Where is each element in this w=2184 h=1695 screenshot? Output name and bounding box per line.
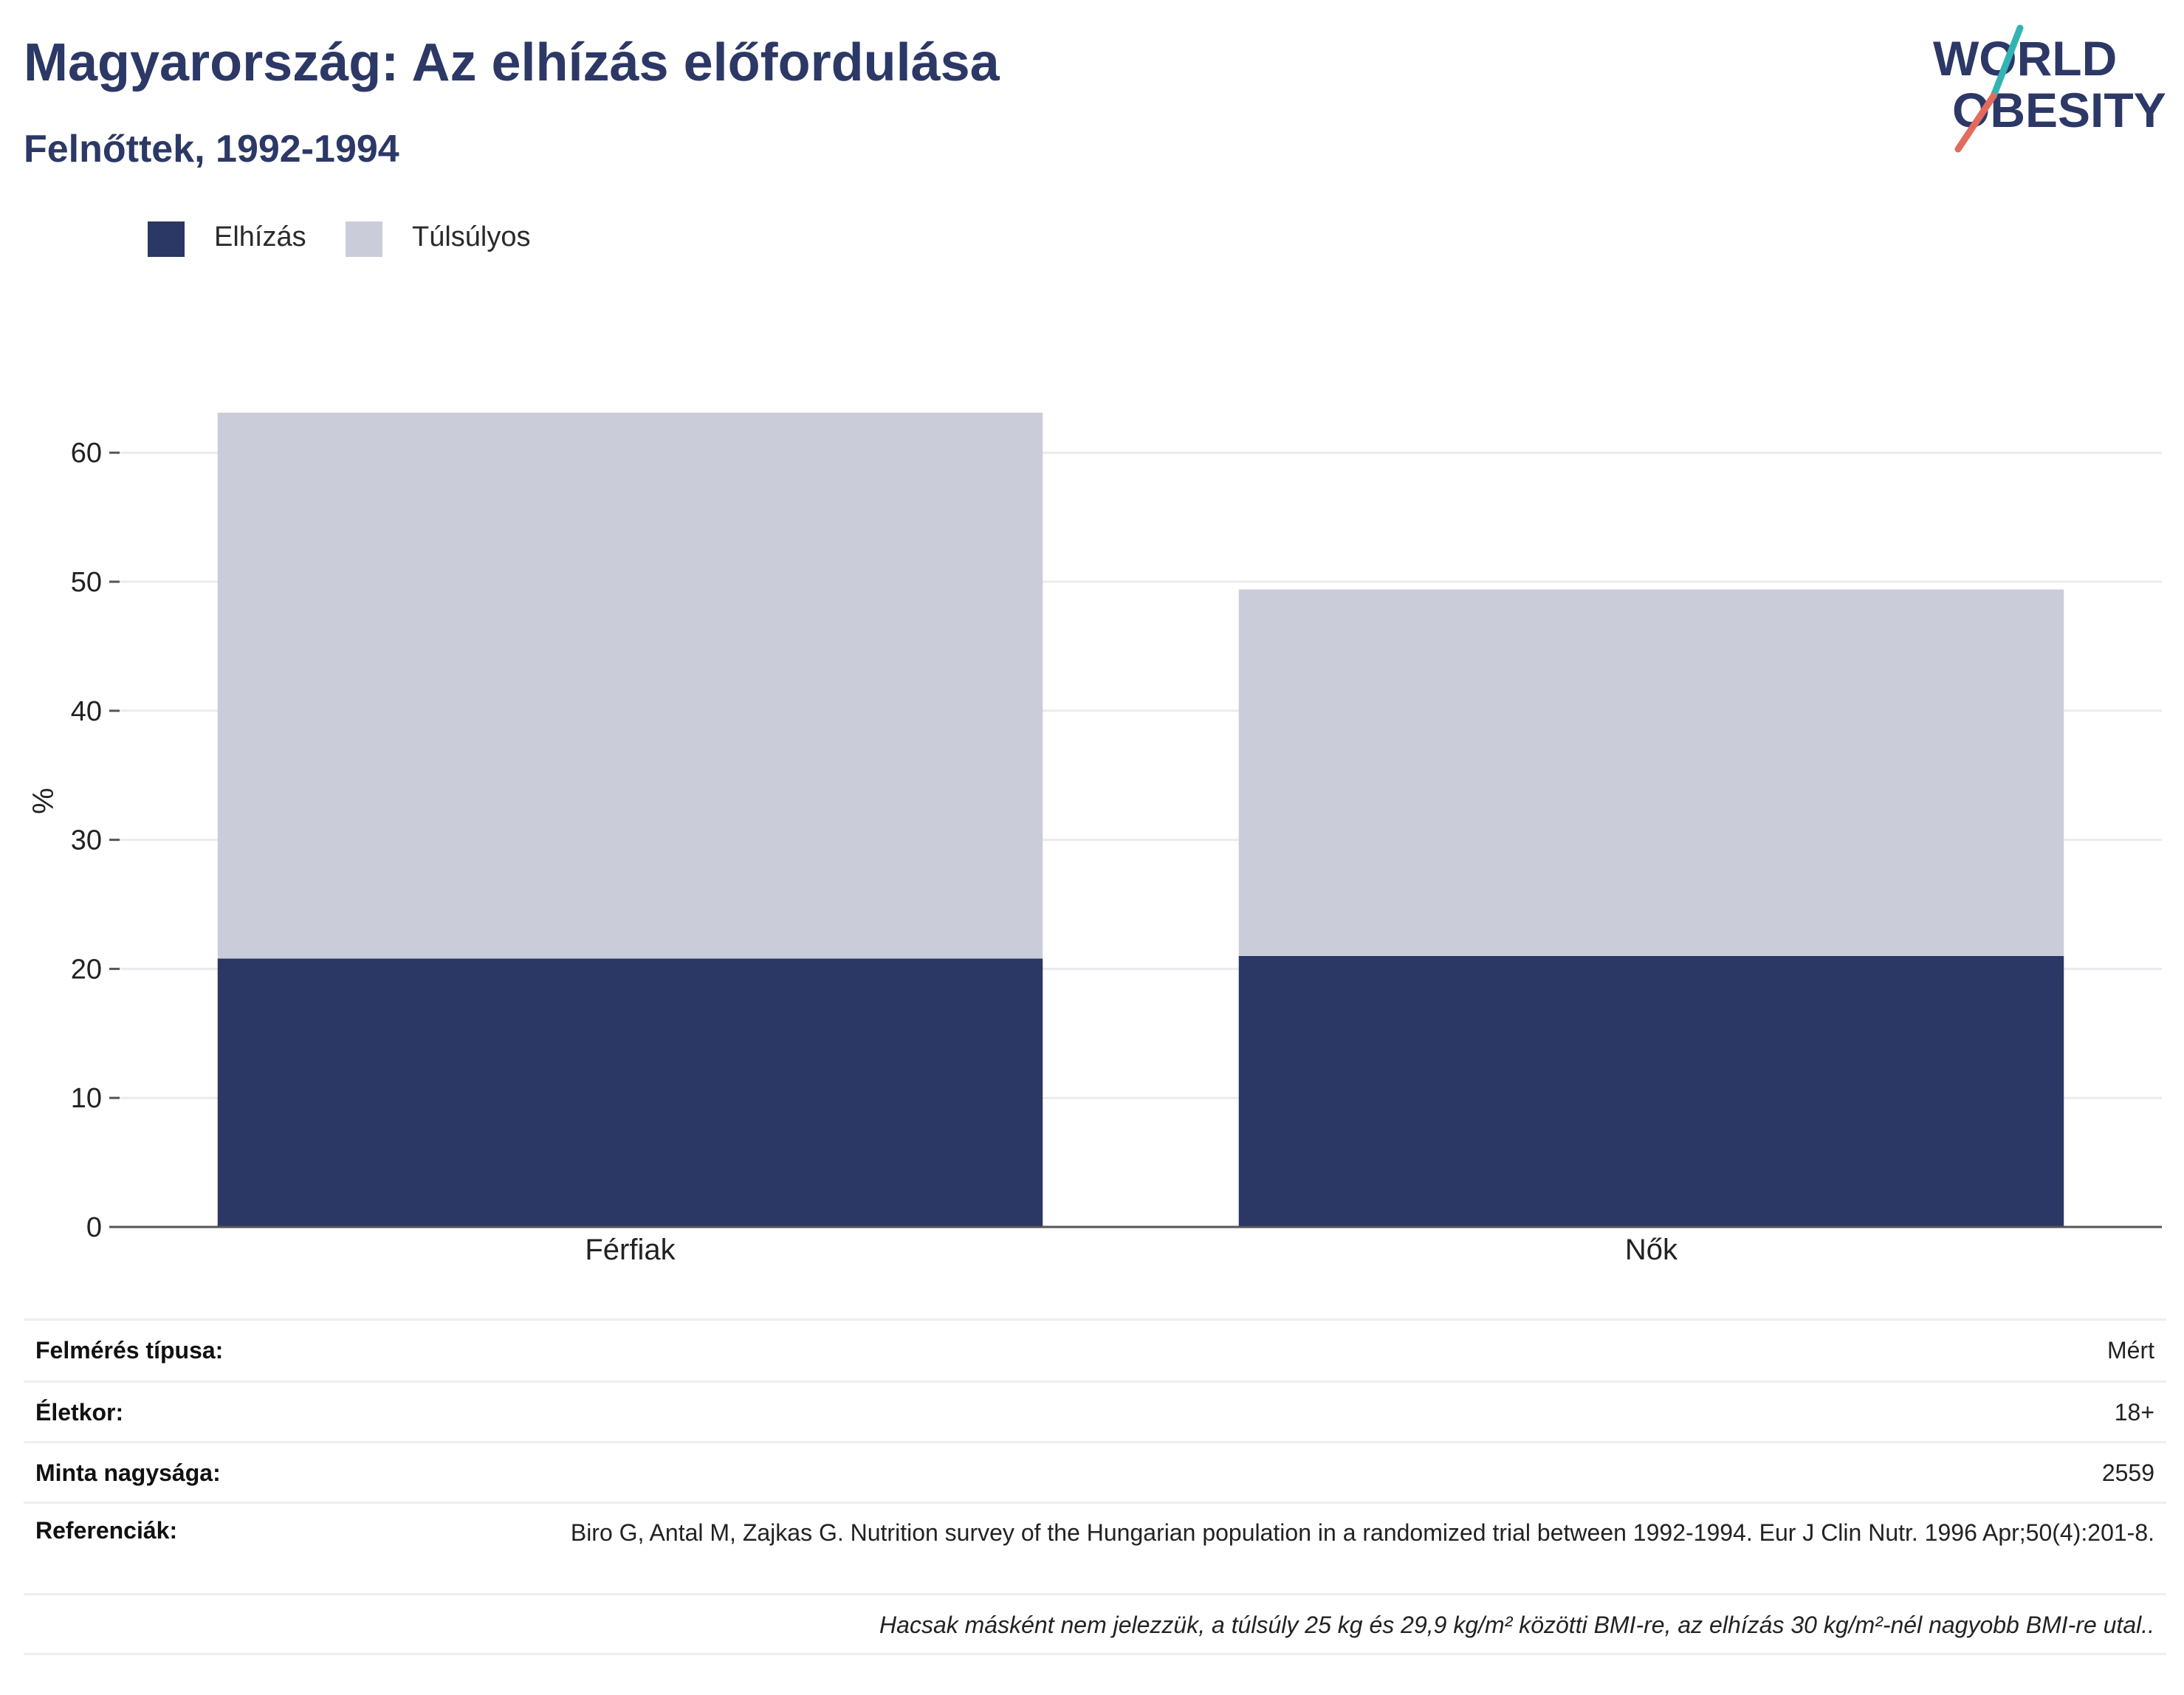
bar-elhizas-1[interactable] bbox=[1238, 955, 2064, 1227]
references-label: Referenciák: bbox=[35, 1517, 178, 1544]
y-tick-label: 40 bbox=[71, 696, 102, 727]
legend-label-overweight: Túlsúlyos bbox=[412, 221, 531, 252]
references-value: Biro G, Antal M, Zajkas G. Nutrition sur… bbox=[570, 1519, 2154, 1546]
y-tick-label: 60 bbox=[71, 438, 102, 469]
y-tick-label: 0 bbox=[86, 1212, 102, 1243]
axes: 0 10 20 30 40 50 60% Férfiak Nők bbox=[27, 438, 2162, 1266]
y-axis-title: % bbox=[27, 788, 60, 814]
legend-swatch-overweight bbox=[346, 221, 382, 257]
chart-subtitle: Felnőttek, 1992-1994 bbox=[24, 128, 399, 171]
info-row-age: Életkor: 18+ bbox=[24, 1381, 2166, 1441]
sample-size-label: Minta nagysága: bbox=[35, 1460, 221, 1486]
survey-type-value: Mért bbox=[2107, 1337, 2154, 1364]
sample-size-value: 2559 bbox=[2101, 1460, 2154, 1486]
legend-label-obesity: Elhízás bbox=[214, 221, 306, 252]
world-obesity-logo: WORLD OBESITY bbox=[1933, 24, 2166, 153]
age-label: Életkor: bbox=[35, 1399, 124, 1426]
info-row-sample-size: Minta nagysága: 2559 bbox=[24, 1441, 2166, 1502]
bars bbox=[217, 413, 2064, 1227]
bmi-definition-text: Hacsak másként nem jelezzük, a túlsúly 2… bbox=[879, 1612, 2154, 1638]
survey-info-table: Felmérés típusa: Mért Életkor: 18+ Minta… bbox=[24, 1318, 2166, 1593]
bmi-definition-note: Hacsak másként nem jelezzük, a túlsúly 2… bbox=[24, 1593, 2166, 1655]
x-tick-label: Férfiak bbox=[585, 1234, 676, 1266]
y-tick-label: 20 bbox=[71, 954, 102, 985]
info-row-references: Referenciák: Biro G, Antal M, Zajkas G. … bbox=[24, 1502, 2166, 1593]
bar-elhizas-0[interactable] bbox=[217, 958, 1043, 1227]
age-value: 18+ bbox=[2114, 1399, 2154, 1426]
y-tick-label: 30 bbox=[71, 825, 102, 856]
logo-stroke-coral bbox=[1954, 92, 1997, 153]
bar-chart: 0 10 20 30 40 50 60% Férfiak Nők bbox=[27, 413, 2162, 1266]
legend-swatch-obesity bbox=[148, 221, 185, 257]
x-tick-label: Nők bbox=[1625, 1234, 1678, 1266]
y-tick-label: 50 bbox=[71, 567, 102, 598]
info-row-survey-type: Felmérés típusa: Mért bbox=[24, 1318, 2166, 1381]
y-tick-label: 10 bbox=[71, 1083, 102, 1114]
logo-word-world: WORLD bbox=[1933, 31, 2117, 86]
bar-tulsulyos-1[interactable] bbox=[1238, 589, 2064, 956]
chart-title: Magyarország: Az elhízás előfordulása bbox=[24, 33, 1000, 92]
logo-stroke-teal bbox=[1990, 24, 2024, 100]
survey-type-label: Felmérés típusa: bbox=[35, 1337, 224, 1364]
bar-tulsulyos-0[interactable] bbox=[217, 413, 1043, 959]
